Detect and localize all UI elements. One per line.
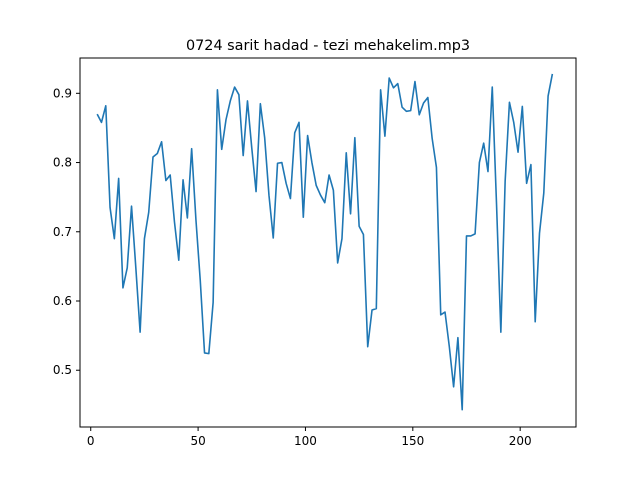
y-tick-label: 0.5	[53, 363, 72, 377]
x-tick-label: 150	[401, 434, 424, 448]
x-tick-label: 50	[190, 434, 205, 448]
series-line-1	[96, 73, 554, 411]
y-tick-label: 0.9	[53, 86, 72, 100]
chart-title: 0724 sarit hadad - tezi mehakelim.mp3	[186, 38, 470, 54]
y-tick-label: 0.7	[53, 225, 72, 239]
x-tick-label: 200	[509, 434, 532, 448]
series-layer	[96, 73, 554, 411]
y-tick-label: 0.6	[53, 294, 72, 308]
y-axis: 0.5 0.6 0.7 0.8 0.9	[53, 86, 80, 377]
plot-area-frame	[79, 57, 577, 428]
y-tick-label: 0.8	[53, 156, 72, 170]
x-axis: 0 50 100 150 200	[87, 427, 532, 448]
x-tick-label: 100	[294, 434, 317, 448]
x-tick-label: 0	[87, 434, 95, 448]
